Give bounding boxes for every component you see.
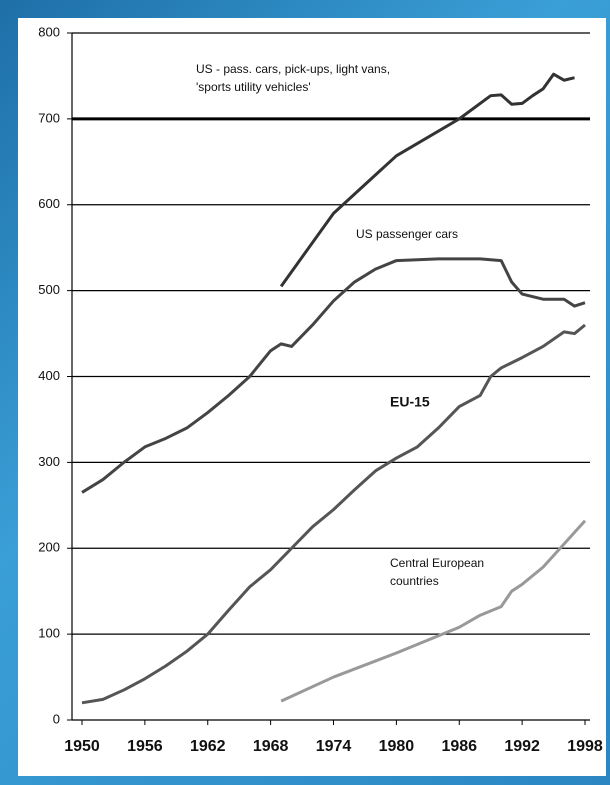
annotation: US - pass. cars, pick-ups, light vans, [196,62,390,76]
series-line [280,519,587,703]
y-tick-label: 100 [38,626,60,641]
series-line [81,323,586,705]
x-tick-label: 1950 [64,738,100,755]
x-tick-label: 1956 [127,738,163,755]
y-tick-label: 700 [38,110,60,125]
annotation: 'sports utility vehicles' [196,80,311,94]
x-tick-label: 1968 [253,738,289,755]
y-tick-label: 0 [53,711,60,726]
annotation: countries [390,574,439,588]
y-tick-label: 200 [38,540,60,555]
y-tick-label: 500 [38,282,60,297]
y-tick-label: 800 [38,24,60,39]
annotation: EU-15 [390,394,430,410]
y-tick-label: 400 [38,368,60,383]
series-line [81,257,586,494]
x-tick-label: 1992 [504,738,540,755]
series-line [279,72,575,288]
y-tick-label: 600 [38,196,60,211]
x-tick-label: 1980 [379,738,415,755]
x-tick-label: 1962 [190,738,226,755]
annotation: US passenger cars [356,227,458,241]
x-tick-label: 1974 [316,738,352,755]
x-tick-label: 1986 [441,738,477,755]
panel [18,18,606,776]
annotation: Central European [390,556,484,570]
x-tick-label: 1998 [567,738,603,755]
y-tick-label: 300 [38,454,60,469]
